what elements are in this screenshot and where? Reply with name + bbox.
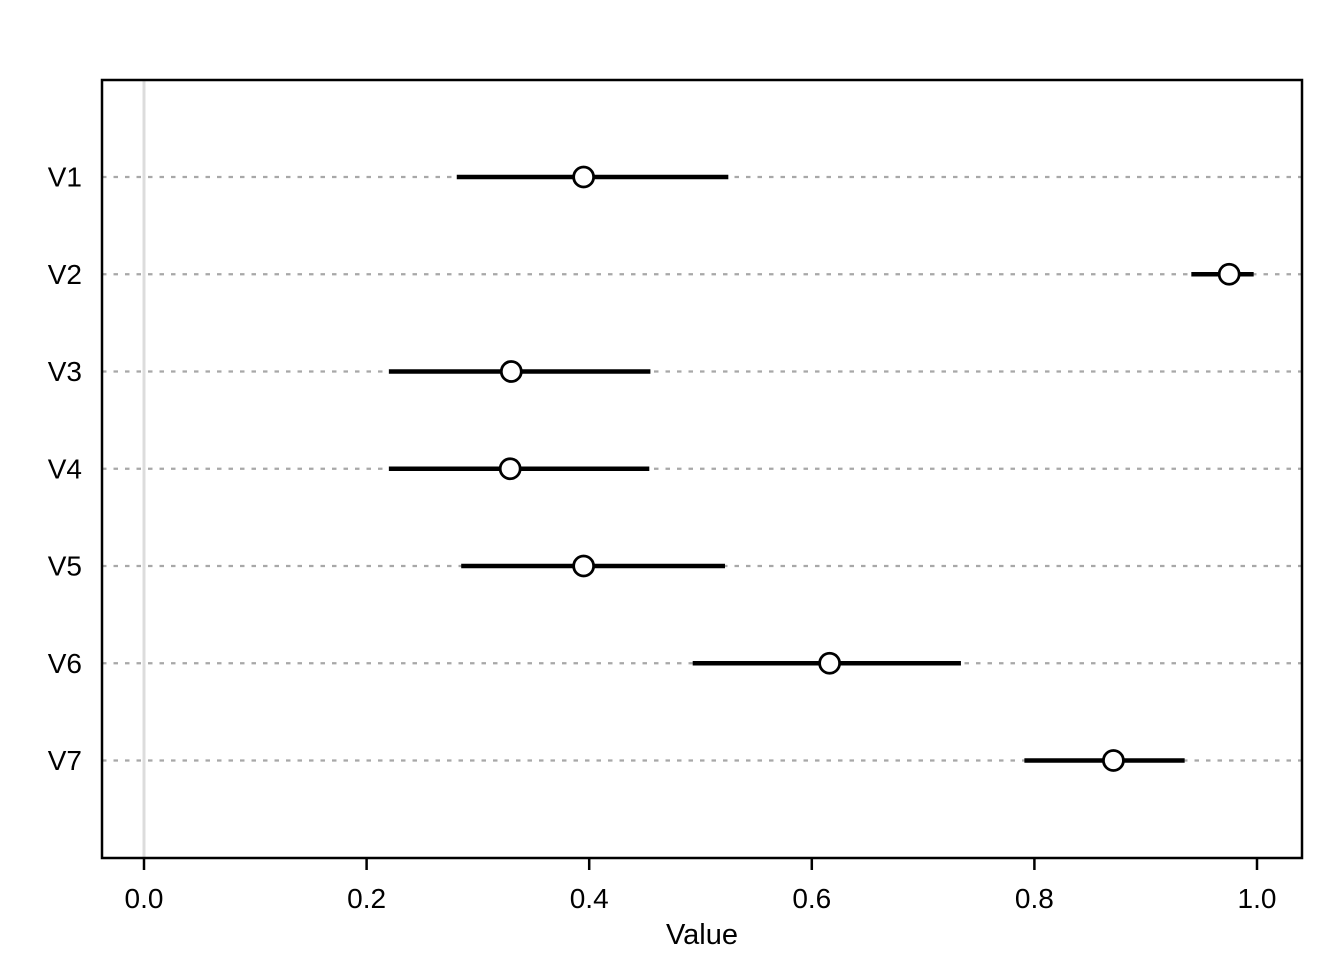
y-category-label: V2: [48, 259, 82, 290]
x-tick-label: 0.6: [792, 883, 831, 914]
y-category-label: V7: [48, 745, 82, 776]
plot-border: [100, 78, 1304, 860]
x-tick-label: 0.2: [347, 883, 386, 914]
point-marker: [499, 360, 523, 383]
point-marker: [818, 651, 842, 675]
y-category-label: V5: [48, 551, 82, 582]
y-category-label: V6: [48, 648, 82, 679]
x-tick-label: 0.0: [125, 883, 164, 914]
x-tick-label: 1.0: [1238, 883, 1277, 914]
point-marker: [1217, 262, 1241, 286]
x-tick-label: 0.8: [1015, 883, 1054, 914]
x-axis-title: Value: [666, 919, 738, 951]
point-marker: [1102, 749, 1125, 772]
x-tick-label: 0.4: [570, 883, 609, 914]
y-category-label: V3: [48, 356, 82, 387]
y-category-label: V1: [48, 162, 82, 193]
y-category-label: V4: [48, 453, 82, 484]
point-marker: [572, 165, 596, 189]
point-marker: [572, 554, 596, 578]
point-marker: [498, 457, 522, 481]
